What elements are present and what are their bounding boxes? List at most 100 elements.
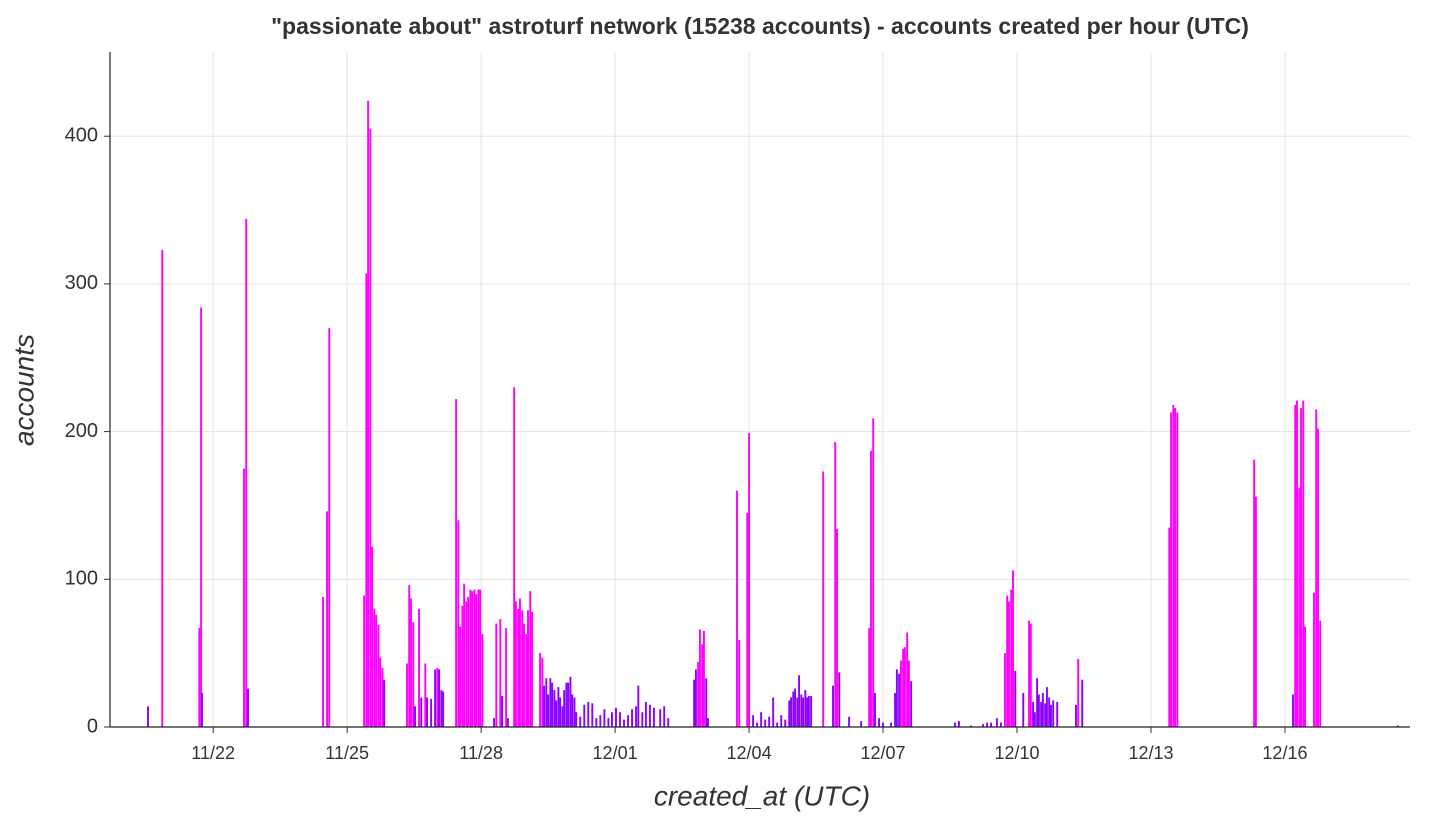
bar xyxy=(469,589,472,727)
bar xyxy=(1014,670,1017,727)
bar xyxy=(599,715,602,727)
bar xyxy=(505,628,508,727)
bar xyxy=(147,706,149,727)
bar xyxy=(1004,653,1006,727)
bar xyxy=(623,719,625,727)
bar xyxy=(373,608,376,727)
bar xyxy=(999,722,1002,727)
bar xyxy=(1304,626,1307,727)
bar xyxy=(637,685,640,727)
bar xyxy=(481,633,484,727)
bar xyxy=(764,719,767,727)
bar xyxy=(848,716,851,727)
bar xyxy=(529,591,532,727)
bar xyxy=(430,698,433,727)
bar xyxy=(553,690,556,727)
bar xyxy=(245,218,248,727)
bar xyxy=(541,657,544,727)
bar xyxy=(995,718,998,727)
bar xyxy=(545,678,548,727)
bar xyxy=(1168,527,1171,727)
bar xyxy=(513,387,516,727)
bar xyxy=(559,697,562,727)
bar xyxy=(420,697,423,727)
y-tick-label: 100 xyxy=(65,568,98,590)
bar xyxy=(792,691,795,727)
bar xyxy=(663,706,666,727)
bar xyxy=(1077,659,1080,727)
bar xyxy=(707,718,709,727)
bar xyxy=(369,128,372,728)
bar xyxy=(615,707,617,727)
bar xyxy=(832,685,834,727)
bar xyxy=(414,706,416,727)
bar xyxy=(659,709,662,727)
bar xyxy=(635,706,638,727)
bar xyxy=(595,718,598,727)
bar xyxy=(958,721,960,727)
bar xyxy=(571,694,574,727)
bar xyxy=(461,605,464,727)
bar xyxy=(463,583,466,727)
bar xyxy=(882,722,884,727)
bar xyxy=(1012,570,1014,727)
bar xyxy=(383,679,386,727)
bar xyxy=(1037,694,1040,727)
bar xyxy=(1292,694,1294,727)
bar xyxy=(365,273,368,727)
bar xyxy=(587,701,590,727)
y-tick-label: 400 xyxy=(65,124,98,146)
x-tick-label: 12/04 xyxy=(727,743,772,763)
y-tick-label: 200 xyxy=(65,420,98,442)
bar xyxy=(406,663,408,727)
bar xyxy=(557,687,560,727)
x-tick-label: 12/16 xyxy=(1262,743,1307,763)
bar xyxy=(772,697,775,727)
bar xyxy=(788,700,791,727)
x-tick-label: 11/25 xyxy=(325,743,369,763)
bar xyxy=(591,703,594,727)
bar xyxy=(776,722,779,727)
bar xyxy=(438,669,441,727)
bar xyxy=(1045,687,1048,727)
bar xyxy=(1396,725,1399,727)
bar xyxy=(539,653,542,727)
bar xyxy=(611,712,613,727)
bar xyxy=(525,633,528,727)
x-tick-label: 11/22 xyxy=(191,743,235,763)
bar xyxy=(527,610,529,727)
bar xyxy=(579,716,582,727)
bar xyxy=(549,678,552,727)
bar xyxy=(907,660,910,727)
bar xyxy=(493,718,496,727)
bar xyxy=(1028,620,1031,727)
bar xyxy=(872,418,875,727)
bar xyxy=(1172,405,1175,727)
bar xyxy=(631,709,634,727)
bar xyxy=(381,667,384,727)
bar xyxy=(1170,412,1173,727)
bar xyxy=(694,669,697,727)
bar xyxy=(475,594,478,727)
bar xyxy=(501,695,504,727)
bar xyxy=(1300,407,1302,727)
y-tick-label: 300 xyxy=(65,272,98,294)
bar xyxy=(697,662,700,727)
bar xyxy=(436,667,439,727)
bar xyxy=(1176,412,1179,727)
bar xyxy=(648,704,651,727)
bar xyxy=(990,722,993,727)
bar xyxy=(607,718,610,727)
bar xyxy=(1317,428,1319,727)
bar xyxy=(1008,601,1010,727)
chart-title: "passionate about" astroturf network (15… xyxy=(271,13,1249,39)
bar xyxy=(200,307,203,727)
bar xyxy=(471,591,474,727)
bar xyxy=(328,328,331,727)
bar xyxy=(1044,703,1047,727)
bar xyxy=(953,722,956,727)
bar xyxy=(371,546,374,727)
bar xyxy=(326,511,328,727)
bar xyxy=(641,712,644,727)
